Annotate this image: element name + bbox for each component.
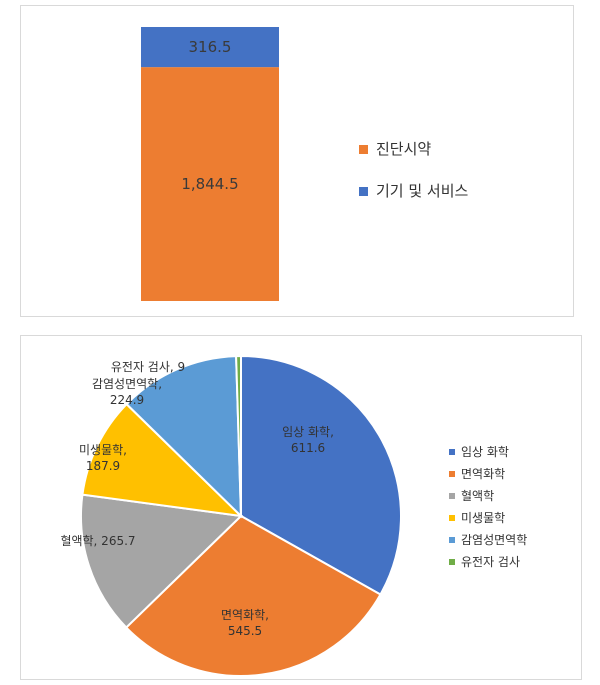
- pie-data-label: 611.6: [291, 441, 325, 455]
- pie-slice-미생물학: [81, 402, 244, 518]
- legend-swatch-임상-화학: [449, 449, 455, 455]
- legend-swatch-진단시약: [359, 145, 368, 154]
- bar-data-label: 1,844.5: [181, 175, 238, 193]
- pie-data-label: 감염성면역학,: [92, 377, 162, 391]
- pie-data-label: 임상 화학,: [282, 425, 334, 439]
- legend-label: 감염성면역학: [461, 533, 527, 547]
- legend-swatch-기기-및-서비스: [359, 187, 368, 196]
- legend-label: 진단시약: [376, 140, 431, 158]
- legend-label: 유전자 검사: [461, 555, 520, 569]
- pie-data-label: 미생물학,: [79, 443, 127, 457]
- pie-slice-임상-화학: [240, 354, 402, 596]
- bar-data-label: 316.5: [189, 38, 232, 56]
- legend-label: 혈액학: [461, 489, 494, 503]
- pie-slice-감염성면역학: [125, 355, 243, 519]
- pie-data-label: 면역화학,: [221, 608, 269, 622]
- legend-label: 임상 화학: [461, 445, 509, 459]
- pie-slice-혈액학: [80, 493, 244, 629]
- legend-swatch-미생물학: [449, 515, 455, 521]
- pie-slice-면역화학: [124, 514, 382, 677]
- pie-data-label: 224.9: [110, 393, 144, 407]
- legend-label: 미생물학: [461, 511, 505, 525]
- pie-chart-panel: 임상 화학, 611.6 면역화학, 545.5 혈액학, 265.7 미생물학, 187.…: [20, 335, 582, 680]
- bar-segment-기기-및-서비스: [141, 27, 279, 68]
- legend-swatch-혈액학: [449, 493, 455, 499]
- legend-swatch-감염성면역학: [449, 537, 455, 543]
- pie-data-label: 187.9: [86, 459, 120, 473]
- pie-data-label: 혈액학, 265.7: [60, 534, 135, 548]
- legend-label: 기기 및 서비스: [376, 182, 469, 200]
- legend-label: 면역화학: [461, 467, 505, 481]
- bar-segment-진단시약: [141, 67, 279, 301]
- legend-swatch-면역화학: [449, 471, 455, 477]
- pie-chart: 임상 화학, 611.6 면역화학, 545.5 혈액학, 265.7 미생물학, 187.…: [60, 354, 527, 677]
- pie-data-label: 유전자 검사, 9: [111, 360, 185, 374]
- pie-data-label: 545.5: [228, 624, 262, 638]
- pie-slice-유전자-검사: [235, 354, 242, 517]
- legend-swatch-유전자-검사: [449, 559, 455, 565]
